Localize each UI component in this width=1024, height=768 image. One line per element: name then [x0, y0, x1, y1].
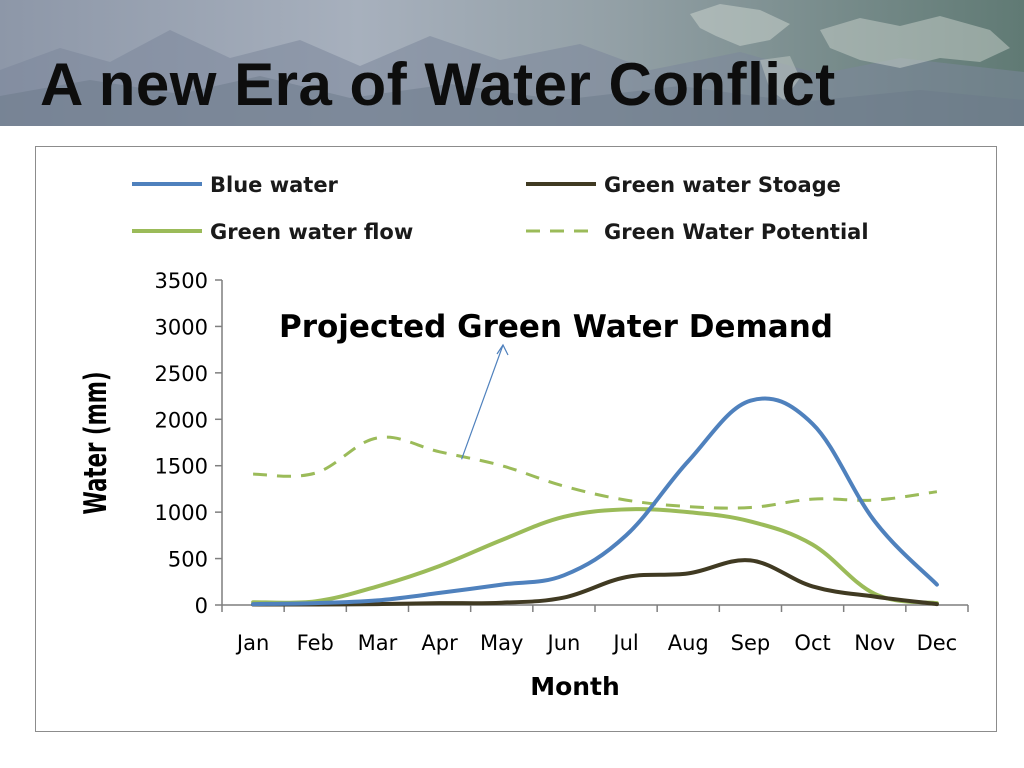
- chart-annotation: Projected Green Water Demand: [279, 309, 833, 460]
- annotation-label: Projected Green Water Demand: [279, 309, 833, 345]
- water-chart: Blue water Green water Stoage Green water …: [78, 173, 969, 701]
- title-banner: [0, 0, 1024, 126]
- series-line-green-water-stoage: [251, 558, 939, 607]
- x-tick-label-feb: Feb: [297, 631, 334, 655]
- y-tick-label: 500: [168, 548, 208, 572]
- banner-background-art: [0, 4, 1024, 126]
- annotation-arrow-head: [496, 343, 509, 356]
- legend-label-green-water-potential: Green Water Potential: [604, 220, 869, 244]
- y-tick-label: 3500: [155, 269, 208, 293]
- x-tick-label-may: May: [480, 631, 523, 655]
- x-tick-label-mar: Mar: [358, 631, 398, 655]
- series-line-green-water-flow: [251, 507, 939, 606]
- annotation-arrow-line: [461, 344, 504, 460]
- x-tick-label-jul: Jul: [611, 631, 638, 655]
- series-line-green-water-potential: [253, 435, 938, 510]
- chart-axes: 0 500 1000 1500 2000 2500 3000 3500 Jan Feb Mar Apr…: [78, 269, 969, 701]
- x-tick-label-nov: Nov: [854, 631, 895, 655]
- x-tick-label-oct: Oct: [794, 631, 830, 655]
- chart-frame: Blue water Green water Stoage Green water …: [35, 146, 997, 732]
- y-tick-label: 3000: [155, 315, 208, 339]
- x-tick-label-apr: Apr: [421, 631, 458, 655]
- x-tick-label-sep: Sep: [731, 631, 771, 655]
- y-axis-title: Water (mm): [78, 371, 114, 514]
- x-tick-label-jun: Jun: [546, 631, 581, 655]
- chart-legend: Blue water Green water Stoage Green water …: [132, 173, 869, 244]
- slide-title: A new Era of Water Conflict: [40, 51, 836, 118]
- x-tick-label-aug: Aug: [668, 631, 709, 655]
- y-tick-label: 1500: [155, 455, 208, 479]
- y-tick-label: 1000: [155, 501, 208, 525]
- x-tick-label-jan: Jan: [235, 631, 269, 655]
- chart-series: [251, 396, 939, 607]
- y-tick-label: 2500: [155, 362, 208, 386]
- legend-label-green-water-stoage: Green water Stoage: [604, 173, 841, 197]
- x-tick-label-dec: Dec: [917, 631, 958, 655]
- legend-label-blue-water: Blue water: [210, 173, 339, 197]
- y-tick-label: 0: [195, 594, 208, 618]
- series-line-blue-water: [251, 396, 939, 607]
- y-tick-label: 2000: [155, 408, 208, 432]
- legend-label-green-water-flow: Green water flow: [210, 220, 413, 244]
- x-axis-title: Month: [530, 672, 620, 701]
